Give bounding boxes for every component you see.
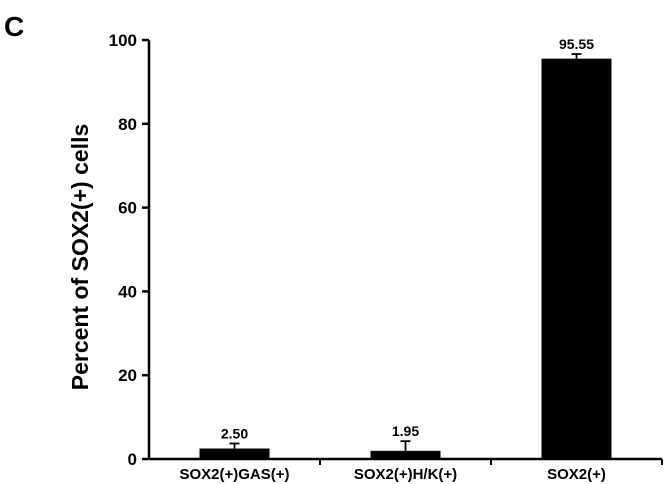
y-tick-label: 20	[118, 366, 137, 385]
data-label: 95.55	[559, 36, 594, 52]
y-axis-title: Percent of SOX2(+) cells	[67, 124, 93, 391]
y-tick-label: 60	[118, 199, 137, 218]
x-category-label: SOX2(+)	[547, 466, 606, 483]
y-tick-label: 0	[128, 450, 137, 469]
bars-group	[199, 53, 612, 459]
bar	[541, 58, 612, 459]
data-label: 1.95	[392, 423, 419, 439]
data-label: 2.50	[221, 425, 248, 441]
labels-group: 2.50 SOX2(+)GAS(+) 1.95 SOX2(+)H/K(+) 95.55 S…	[179, 36, 605, 483]
bar	[199, 448, 270, 459]
x-category-label: SOX2(+)GAS(+)	[179, 466, 289, 483]
y-tick-label: 100	[109, 31, 137, 50]
y-tick-label: 40	[118, 282, 137, 301]
bar	[370, 450, 441, 459]
panel-letter: C	[4, 11, 24, 42]
y-tick-label: 80	[118, 115, 137, 134]
x-category-label: SOX2(+)H/K(+)	[354, 466, 457, 483]
